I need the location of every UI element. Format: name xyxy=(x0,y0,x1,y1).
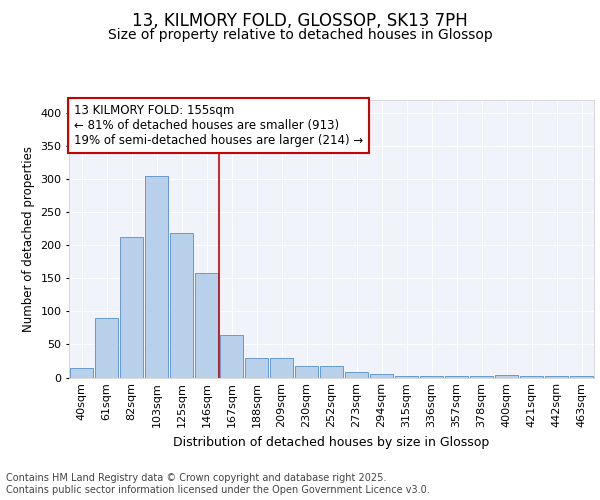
Bar xyxy=(170,234,193,378)
Bar xyxy=(569,376,593,378)
X-axis label: Distribution of detached houses by size in Glossop: Distribution of detached houses by size … xyxy=(173,436,490,449)
Bar xyxy=(220,334,244,378)
Bar xyxy=(269,358,293,378)
Text: 13, KILMORY FOLD, GLOSSOP, SK13 7PH: 13, KILMORY FOLD, GLOSSOP, SK13 7PH xyxy=(132,12,468,30)
Bar xyxy=(245,358,268,378)
Text: Contains HM Land Registry data © Crown copyright and database right 2025.
Contai: Contains HM Land Registry data © Crown c… xyxy=(6,474,430,495)
Bar xyxy=(370,374,394,378)
Bar xyxy=(194,273,218,378)
Bar xyxy=(119,238,143,378)
Bar xyxy=(494,375,518,378)
Bar xyxy=(70,368,94,378)
Bar xyxy=(470,376,493,378)
Bar xyxy=(545,376,568,378)
Bar xyxy=(344,372,368,378)
Bar xyxy=(419,376,443,378)
Y-axis label: Number of detached properties: Number of detached properties xyxy=(22,146,35,332)
Text: 13 KILMORY FOLD: 155sqm
← 81% of detached houses are smaller (913)
19% of semi-d: 13 KILMORY FOLD: 155sqm ← 81% of detache… xyxy=(74,104,364,147)
Bar xyxy=(295,366,319,378)
Bar xyxy=(445,376,469,378)
Bar xyxy=(95,318,118,378)
Bar xyxy=(145,176,169,378)
Bar xyxy=(320,366,343,378)
Bar xyxy=(520,376,544,378)
Bar xyxy=(395,376,418,378)
Text: Size of property relative to detached houses in Glossop: Size of property relative to detached ho… xyxy=(107,28,493,42)
